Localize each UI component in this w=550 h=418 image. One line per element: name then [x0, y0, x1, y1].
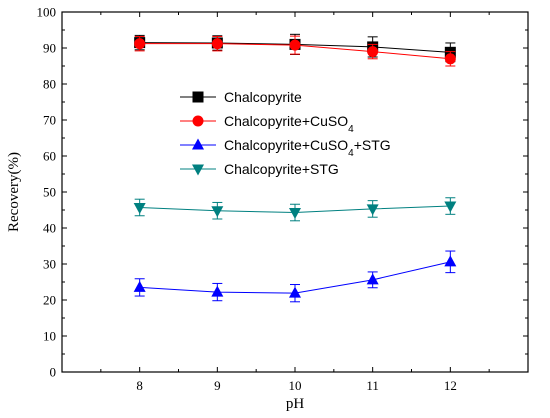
legend: ChalcopyriteChalcopyrite+CuSO4Chalcopyri… [180, 89, 391, 177]
legend-label: Chalcopyrite+STG [224, 161, 339, 177]
legend-marker [192, 164, 204, 176]
y-tick-label: 90 [43, 41, 56, 56]
data-point [289, 39, 301, 51]
series-3 [133, 250, 457, 303]
legend-entry-4: Chalcopyrite+STG [180, 161, 339, 177]
x-tick-label: 10 [289, 378, 302, 393]
legend-entry-3: Chalcopyrite+CuSO4+STG [180, 137, 391, 159]
plot-frame [61, 11, 529, 373]
data-point [444, 53, 456, 65]
y-tick-label: 60 [43, 149, 56, 164]
legend-label: Chalcopyrite [224, 89, 302, 105]
data-point [367, 46, 379, 58]
data-point [133, 280, 146, 292]
data-point [211, 38, 223, 50]
y-tick-label: 80 [43, 77, 56, 92]
series-2 [134, 35, 456, 67]
data-point [134, 38, 146, 50]
data-point [211, 206, 224, 218]
legend-marker [192, 91, 204, 103]
y-axis-title: Recovery(%) [6, 152, 22, 232]
y-tick-label: 100 [37, 5, 57, 20]
data-point [444, 255, 457, 267]
y-tick-label: 20 [43, 293, 56, 308]
y-tick-label: 30 [43, 257, 56, 272]
data-point [289, 208, 301, 220]
y-tick-label: 40 [43, 221, 56, 236]
data-point [366, 273, 379, 285]
legend-marker [192, 115, 204, 127]
data-point [444, 201, 457, 213]
data-point [211, 285, 224, 297]
y-tick-label: 10 [43, 329, 56, 344]
legend-entry-2: Chalcopyrite+CuSO4 [180, 113, 354, 135]
y-tick-label: 50 [43, 185, 56, 200]
series-4 [133, 197, 457, 222]
x-tick-label: 12 [444, 378, 457, 393]
data-point [289, 286, 301, 298]
y-tick-label: 70 [43, 113, 56, 128]
x-tick-label: 11 [366, 378, 379, 393]
x-tick-label: 8 [136, 378, 143, 393]
legend-label: Chalcopyrite+CuSO4 [224, 113, 354, 135]
legend-marker [192, 138, 204, 150]
legend-label: Chalcopyrite+CuSO4+STG [224, 137, 391, 159]
plot-axes: 0 10 20 30 40 50 60 70 80 90 100 8 9 10 11 12 [37, 5, 529, 393]
x-axis-title: pH [286, 396, 305, 412]
x-tick-label: 9 [214, 378, 221, 393]
series-layer [133, 33, 457, 303]
y-tick-label: 0 [50, 365, 57, 380]
data-point [366, 204, 379, 216]
data-point [133, 202, 146, 214]
legend-entry-1: Chalcopyrite [180, 89, 302, 105]
